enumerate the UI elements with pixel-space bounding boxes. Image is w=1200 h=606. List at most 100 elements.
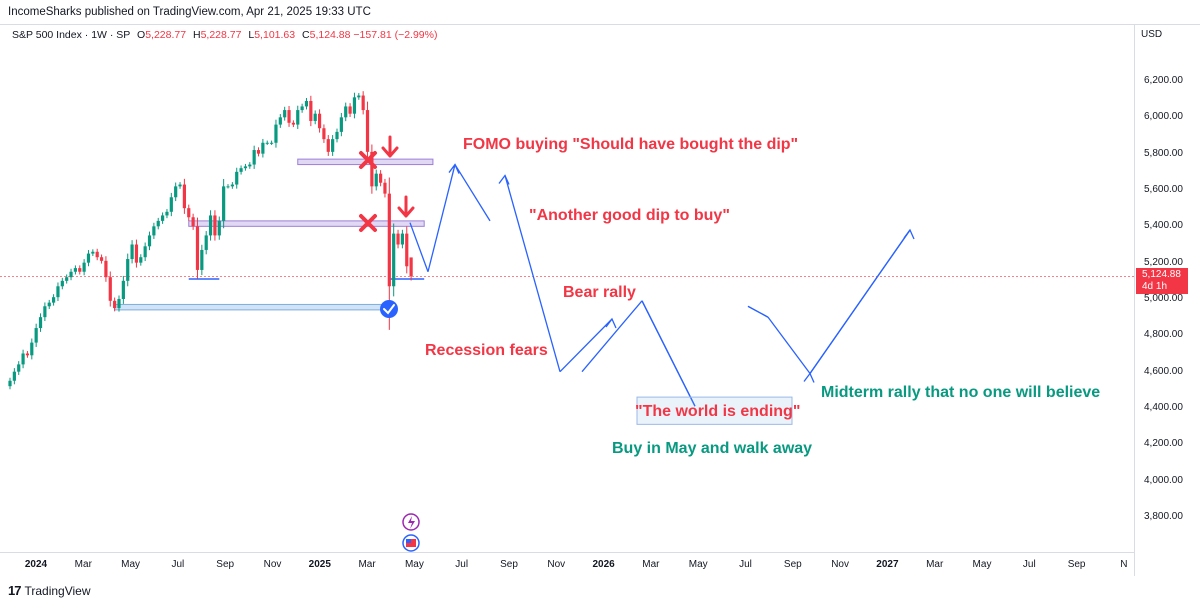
candle-body	[17, 364, 21, 372]
candle-body	[322, 128, 326, 140]
candle-body	[361, 95, 365, 111]
time-tick-label: Sep	[500, 559, 518, 570]
candle-body	[339, 117, 343, 132]
time-tick-label: May	[404, 559, 424, 570]
candle-body	[208, 215, 213, 236]
high-value: 5,228.77	[200, 29, 242, 41]
candle-body	[156, 220, 160, 227]
candle-body	[178, 184, 182, 187]
projection-arrowhead	[605, 317, 617, 329]
time-tick-label: May	[972, 559, 992, 570]
candle-body	[313, 113, 317, 121]
candle-body	[69, 271, 73, 278]
price-tick-label: 6,000.00	[1144, 111, 1183, 123]
candle-body	[243, 166, 248, 169]
price-tick-label: 4,600.00	[1144, 365, 1183, 377]
price-tick-label: 5,600.00	[1144, 184, 1183, 195]
time-tick-label: Jul	[455, 559, 469, 570]
annotation-another-dip: "Another good dip to buy"	[529, 207, 730, 224]
candle-body	[352, 97, 357, 114]
candle-body	[300, 106, 304, 111]
candle-body	[147, 235, 152, 247]
candle-body	[78, 268, 82, 272]
annotation-buy-in-may: Buy in May and walk away	[612, 440, 813, 457]
time-tick-label: Nov	[263, 559, 282, 570]
price-tick-label: 6,200.00	[1144, 75, 1183, 86]
projection-segment	[581, 300, 643, 373]
blue-check-icon-mark	[383, 304, 395, 315]
time-tick-label: May	[121, 559, 141, 570]
time-tick-label: Jul	[171, 559, 185, 570]
projection-segment	[641, 300, 696, 407]
projection-segment	[427, 164, 456, 272]
candle-body	[317, 113, 322, 129]
time-tick-label: 2025	[308, 559, 331, 570]
symbol-legend[interactable]: S&P 500 Index · 1W · SP O5,228.77 H5,228…	[12, 29, 437, 41]
time-tick-label: 2026	[592, 559, 615, 570]
candle-body	[304, 100, 309, 107]
price-tick-label: 5,000.00	[1144, 293, 1183, 304]
candle-body	[348, 106, 352, 114]
candle-body	[165, 211, 169, 216]
annotation-fomo: FOMO buying "Should have bought the dip"	[463, 136, 799, 153]
candle-body	[187, 208, 191, 218]
price-tick-label: 4,000.00	[1144, 474, 1183, 486]
time-tick-label: Mar	[926, 559, 944, 570]
last-price-tag: 5,124.88 4d 1h	[1136, 268, 1188, 294]
projection-arrowhead	[448, 163, 460, 174]
candle-body	[25, 353, 30, 356]
candle-body	[274, 124, 278, 143]
annotation-midterm: Midterm rally that no one will believe	[821, 384, 1101, 401]
time-tick-label: Mar	[74, 559, 92, 570]
candle-body	[222, 186, 226, 221]
red-down-arrow-icon	[397, 195, 415, 218]
candle-body	[174, 186, 178, 198]
blue-check-icon	[380, 300, 398, 318]
time-tick-label: Mar	[642, 559, 660, 570]
candle-body	[365, 110, 370, 152]
candle-body	[204, 235, 208, 250]
candle-body	[235, 171, 239, 185]
candle-body	[60, 280, 64, 287]
candle-body	[139, 257, 143, 263]
candle-body	[43, 306, 47, 318]
publish-header: IncomeSharks published on TradingView.co…	[8, 6, 371, 18]
candle-body	[287, 110, 291, 123]
candle-body	[73, 268, 77, 272]
lightning-event-glyph	[408, 516, 415, 529]
header-divider	[0, 24, 1200, 25]
currency-button[interactable]: USD	[1141, 29, 1163, 40]
red-x-icon	[359, 151, 377, 169]
candle-body	[21, 353, 25, 365]
candle-body	[239, 168, 243, 172]
time-tick-label: N	[1120, 559, 1128, 570]
candle-body	[309, 100, 313, 121]
candle-body	[34, 328, 38, 343]
candle-body	[217, 220, 221, 236]
bar-countdown: 4d 1h	[1142, 281, 1168, 292]
candle-body	[38, 317, 43, 329]
candle-body	[56, 286, 60, 298]
close-label: C	[302, 29, 310, 41]
candle-body	[283, 110, 287, 118]
projection-segment	[767, 316, 811, 374]
projection-segment	[454, 164, 491, 222]
time-tick-label: Sep	[216, 559, 235, 570]
candle-body	[126, 259, 130, 281]
candle-body	[230, 184, 234, 187]
candle-body	[95, 251, 99, 258]
open-label: O	[137, 29, 146, 41]
time-tick-label: Sep	[783, 559, 802, 570]
price-tick-label: 3,800.00	[1144, 511, 1183, 522]
footer-brand[interactable]: 17 TradingView	[8, 583, 91, 598]
candle-body	[213, 215, 217, 236]
symbol-name[interactable]: S&P 500 Index · 1W · SP	[12, 29, 131, 41]
candle-body	[335, 131, 339, 140]
annotation-world-ending: "The world is ending"	[635, 403, 801, 420]
candle-body	[326, 139, 330, 152]
candle-body	[400, 233, 404, 245]
candle-body	[113, 300, 117, 309]
world-ending-box	[636, 396, 793, 425]
